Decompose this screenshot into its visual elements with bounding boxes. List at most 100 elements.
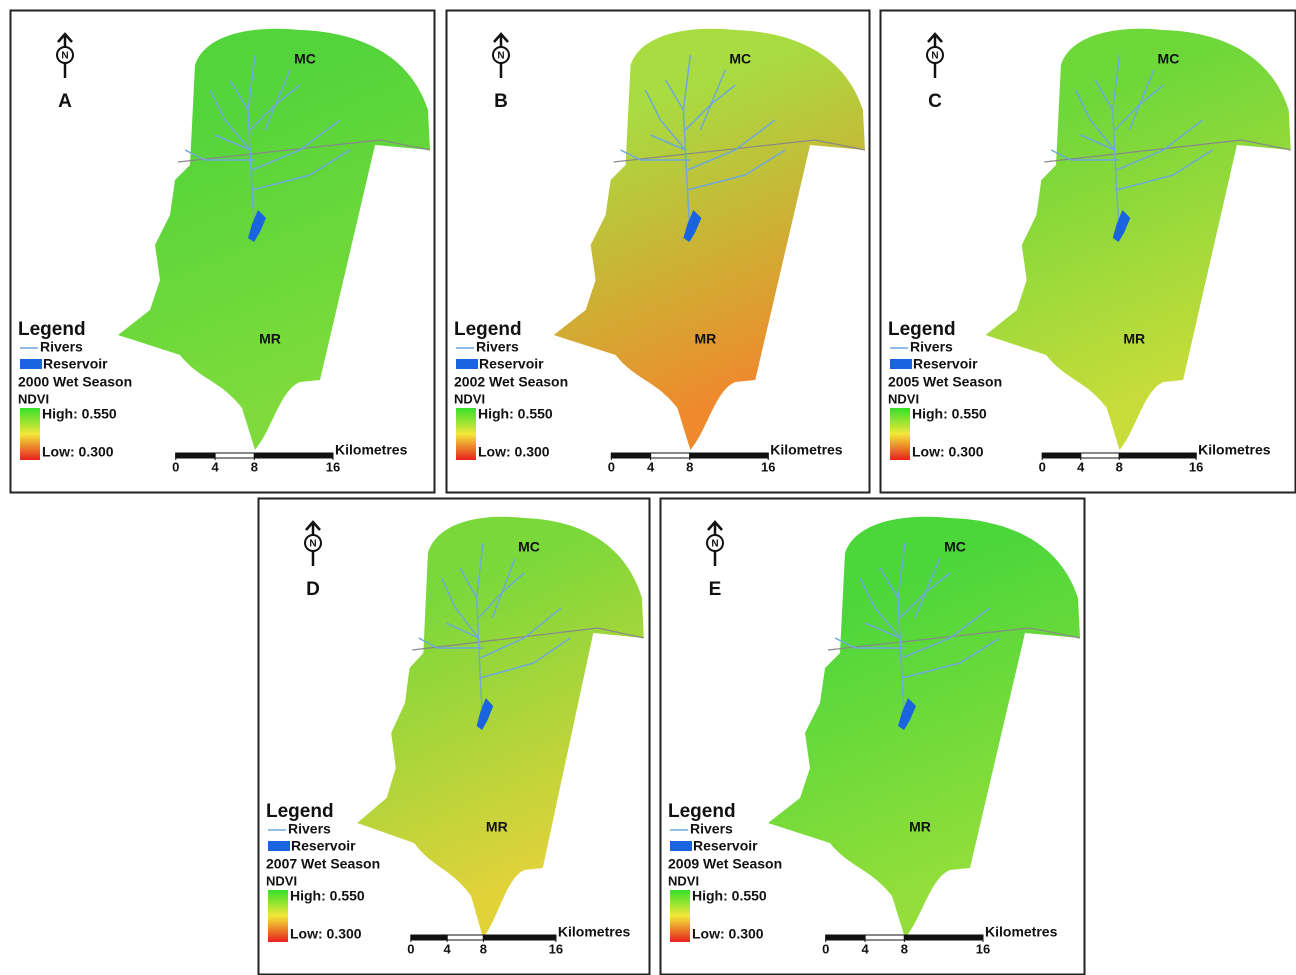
region-label: MC — [1158, 51, 1180, 67]
panel-letter: B — [494, 91, 508, 112]
legend-label: Rivers — [476, 339, 519, 355]
scale-label: 16 — [1189, 459, 1203, 474]
legend-label: Rivers — [690, 821, 733, 837]
legend-season: 2009 Wet Season — [668, 856, 782, 872]
legend-low: Low: 0.300 — [42, 444, 114, 460]
legend-ramp — [670, 890, 690, 942]
scale-label: 0 — [608, 459, 615, 474]
legend-reservoir — [890, 359, 912, 369]
legend-reservoir — [670, 841, 692, 851]
legend-index: NDVI — [454, 391, 485, 406]
legend-ramp — [268, 890, 288, 942]
scale-segment — [1042, 453, 1080, 458]
scale-segment — [1081, 453, 1119, 458]
scale-segment — [254, 453, 333, 458]
legend-label: Rivers — [40, 339, 83, 355]
scale-label: 16 — [549, 941, 563, 956]
legend-ramp — [890, 408, 910, 460]
scale-segment — [176, 453, 215, 458]
scale-unit: Kilometres — [335, 442, 408, 458]
north-label: N — [711, 539, 718, 550]
scale-label: 16 — [326, 459, 340, 474]
scale-label: 4 — [444, 941, 452, 956]
north-label: N — [61, 51, 68, 62]
legend-reservoir — [456, 359, 478, 369]
scale-label: 8 — [901, 941, 908, 956]
region-label: MR — [259, 331, 281, 347]
legend-ramp — [20, 408, 40, 460]
map — [768, 517, 1080, 938]
scale-label: 8 — [686, 459, 693, 474]
legend-high: High: 0.550 — [692, 888, 767, 904]
scale-segment — [411, 935, 447, 940]
legend-label: Reservoir — [913, 356, 978, 372]
scale-segment — [611, 453, 650, 458]
scale-label: 16 — [976, 941, 990, 956]
legend-high: High: 0.550 — [42, 406, 117, 422]
legend-title: Legend — [18, 319, 86, 340]
legend-label: Rivers — [910, 339, 953, 355]
scale-segment — [1119, 453, 1196, 458]
legend-index: NDVI — [668, 873, 699, 888]
legend-reservoir — [268, 841, 290, 851]
legend-title: Legend — [454, 319, 522, 340]
legend-reservoir — [20, 359, 42, 369]
scale-segment — [215, 453, 254, 458]
legend-label: Reservoir — [693, 838, 758, 854]
legend-season: 2002 Wet Season — [454, 374, 568, 390]
region-label: MR — [486, 819, 508, 835]
region-label: MC — [729, 51, 751, 67]
scale-unit: Kilometres — [1198, 442, 1271, 458]
legend-title: Legend — [266, 801, 334, 822]
scale-unit: Kilometres — [558, 924, 631, 940]
scale-segment — [447, 935, 483, 940]
scale-label: 16 — [761, 459, 775, 474]
scale-segment — [826, 935, 865, 940]
legend-low: Low: 0.300 — [692, 926, 764, 942]
scale-unit: Kilometres — [770, 442, 843, 458]
scale-segment — [483, 935, 556, 940]
region-label: MR — [1123, 331, 1145, 347]
legend-index: NDVI — [18, 391, 49, 406]
scale-unit: Kilometres — [985, 924, 1058, 940]
scale-label: 0 — [822, 941, 829, 956]
scale-label: 4 — [647, 459, 655, 474]
study-area — [118, 29, 430, 450]
scale-segment — [690, 453, 768, 458]
study-area — [554, 29, 865, 450]
study-area — [357, 517, 644, 938]
legend-high: High: 0.550 — [290, 888, 365, 904]
map — [986, 29, 1291, 450]
scale-segment — [904, 935, 983, 940]
study-area — [986, 29, 1291, 450]
legend-title: Legend — [668, 801, 736, 822]
scale-label: 4 — [211, 459, 219, 474]
region-label: MC — [944, 539, 966, 555]
legend-label: Reservoir — [291, 838, 356, 854]
map-panel: MCMRNELegendRiversReservoir2009 Wet Seas… — [661, 499, 1085, 975]
legend-index: NDVI — [888, 391, 919, 406]
legend-season: 2005 Wet Season — [888, 374, 1002, 390]
legend-season: 2007 Wet Season — [266, 856, 380, 872]
scale-label: 0 — [1039, 459, 1046, 474]
legend-low: Low: 0.300 — [478, 444, 550, 460]
north-label: N — [309, 539, 316, 550]
legend-label: Rivers — [288, 821, 331, 837]
legend-high: High: 0.550 — [912, 406, 987, 422]
scale-label: 8 — [480, 941, 487, 956]
scale-label: 4 — [1077, 459, 1085, 474]
map — [357, 517, 644, 938]
scale-segment — [865, 935, 904, 940]
north-label: N — [931, 51, 938, 62]
panel-letter: E — [709, 579, 722, 600]
figure: MCMRNALegendRiversReservoir2000 Wet Seas… — [0, 0, 1296, 975]
map — [554, 29, 865, 450]
region-label: MC — [294, 51, 316, 67]
legend-index: NDVI — [266, 873, 297, 888]
legend-low: Low: 0.300 — [290, 926, 362, 942]
legend-label: Reservoir — [43, 356, 108, 372]
legend-ramp — [456, 408, 476, 460]
region-label: MC — [518, 539, 540, 555]
panel-letter: D — [306, 579, 320, 600]
